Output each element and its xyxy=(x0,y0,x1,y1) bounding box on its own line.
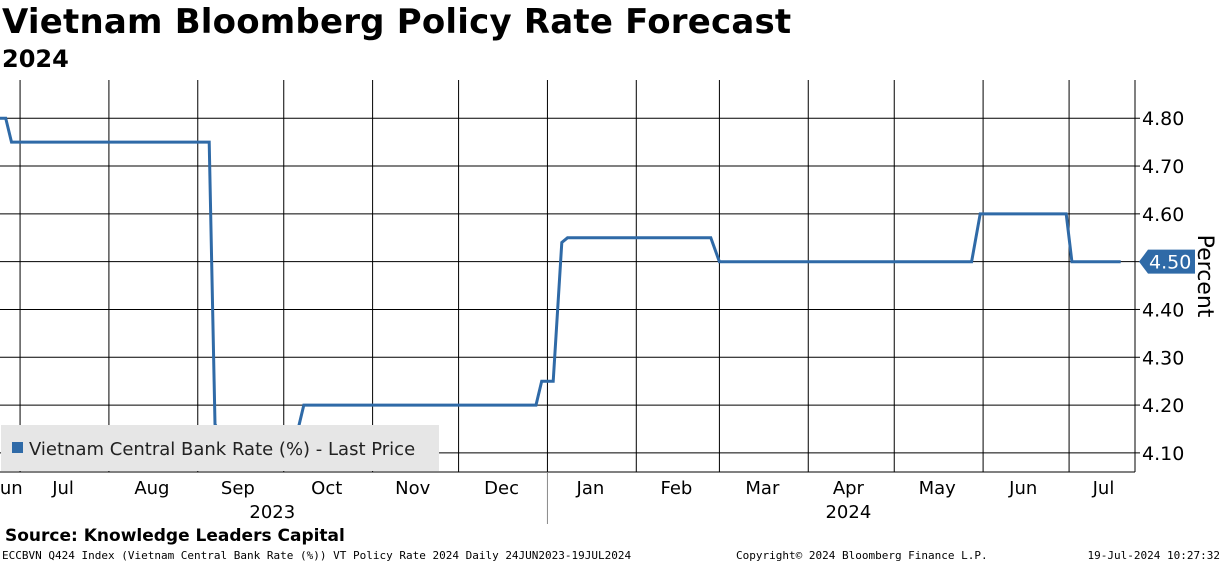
chart-subtitle: 2024 xyxy=(2,45,69,73)
x-month-label: Jan xyxy=(576,478,605,499)
y-tick-label: 4.70 xyxy=(1142,156,1184,178)
axes xyxy=(0,80,1140,524)
legend-box xyxy=(1,425,439,471)
x-month-label: Oct xyxy=(311,478,342,499)
x-month-label: Dec xyxy=(484,478,519,499)
legend-label: Vietnam Central Bank Rate (%) - Last Pri… xyxy=(29,439,415,460)
x-month-label: Jun xyxy=(0,478,23,499)
y-tick-label: 4.10 xyxy=(1142,443,1184,465)
footer-copyright: Copyright© 2024 Bloomberg Finance L.P. xyxy=(736,549,988,562)
legend: Vietnam Central Bank Rate (%) - Last Pri… xyxy=(1,425,439,471)
x-month-label: Jul xyxy=(51,478,74,499)
y-tick-label: 4.40 xyxy=(1142,299,1184,321)
footer-timestamp: 19-Jul-2024 10:27:32 xyxy=(1087,549,1220,562)
source-note: Source: Knowledge Leaders Capital xyxy=(5,526,345,546)
x-month-label: Mar xyxy=(745,478,780,499)
series-layer xyxy=(0,116,1121,431)
x-month-label: Nov xyxy=(395,478,430,499)
x-month-label: Jun xyxy=(1008,478,1037,499)
x-month-label: Feb xyxy=(660,478,692,499)
x-month-label: Jul xyxy=(1092,478,1115,499)
legend-swatch xyxy=(12,442,23,453)
last-value-marker xyxy=(1139,249,1195,274)
axis-labels: 4.80 4.70 4.60 4.40 4.30 4.20 4.10 Percent Jun Ju… xyxy=(0,108,1217,523)
x-year-label: 2024 xyxy=(825,502,871,523)
x-month-label: Apr xyxy=(833,478,865,499)
x-month-label: Sep xyxy=(221,478,255,499)
x-year-label: 2023 xyxy=(249,502,295,523)
last-value-label: 4.50 xyxy=(1149,252,1191,274)
y-tick-label: 4.60 xyxy=(1142,204,1184,226)
y-tick-label: 4.80 xyxy=(1142,108,1184,130)
footer-ticker-info: ECCBVN Q424 Index (Vietnam Central Bank … xyxy=(2,549,632,562)
y-tick-label: 4.20 xyxy=(1142,395,1184,417)
y-axis-title: Percent xyxy=(1192,235,1217,318)
grid-lines xyxy=(0,80,1135,472)
y-tick-label: 4.30 xyxy=(1142,347,1184,369)
x-month-label: May xyxy=(919,478,957,499)
x-month-label: Aug xyxy=(134,478,169,499)
chart-title: Vietnam Bloomberg Policy Rate Forecast xyxy=(2,2,792,42)
series-line xyxy=(0,116,1121,431)
